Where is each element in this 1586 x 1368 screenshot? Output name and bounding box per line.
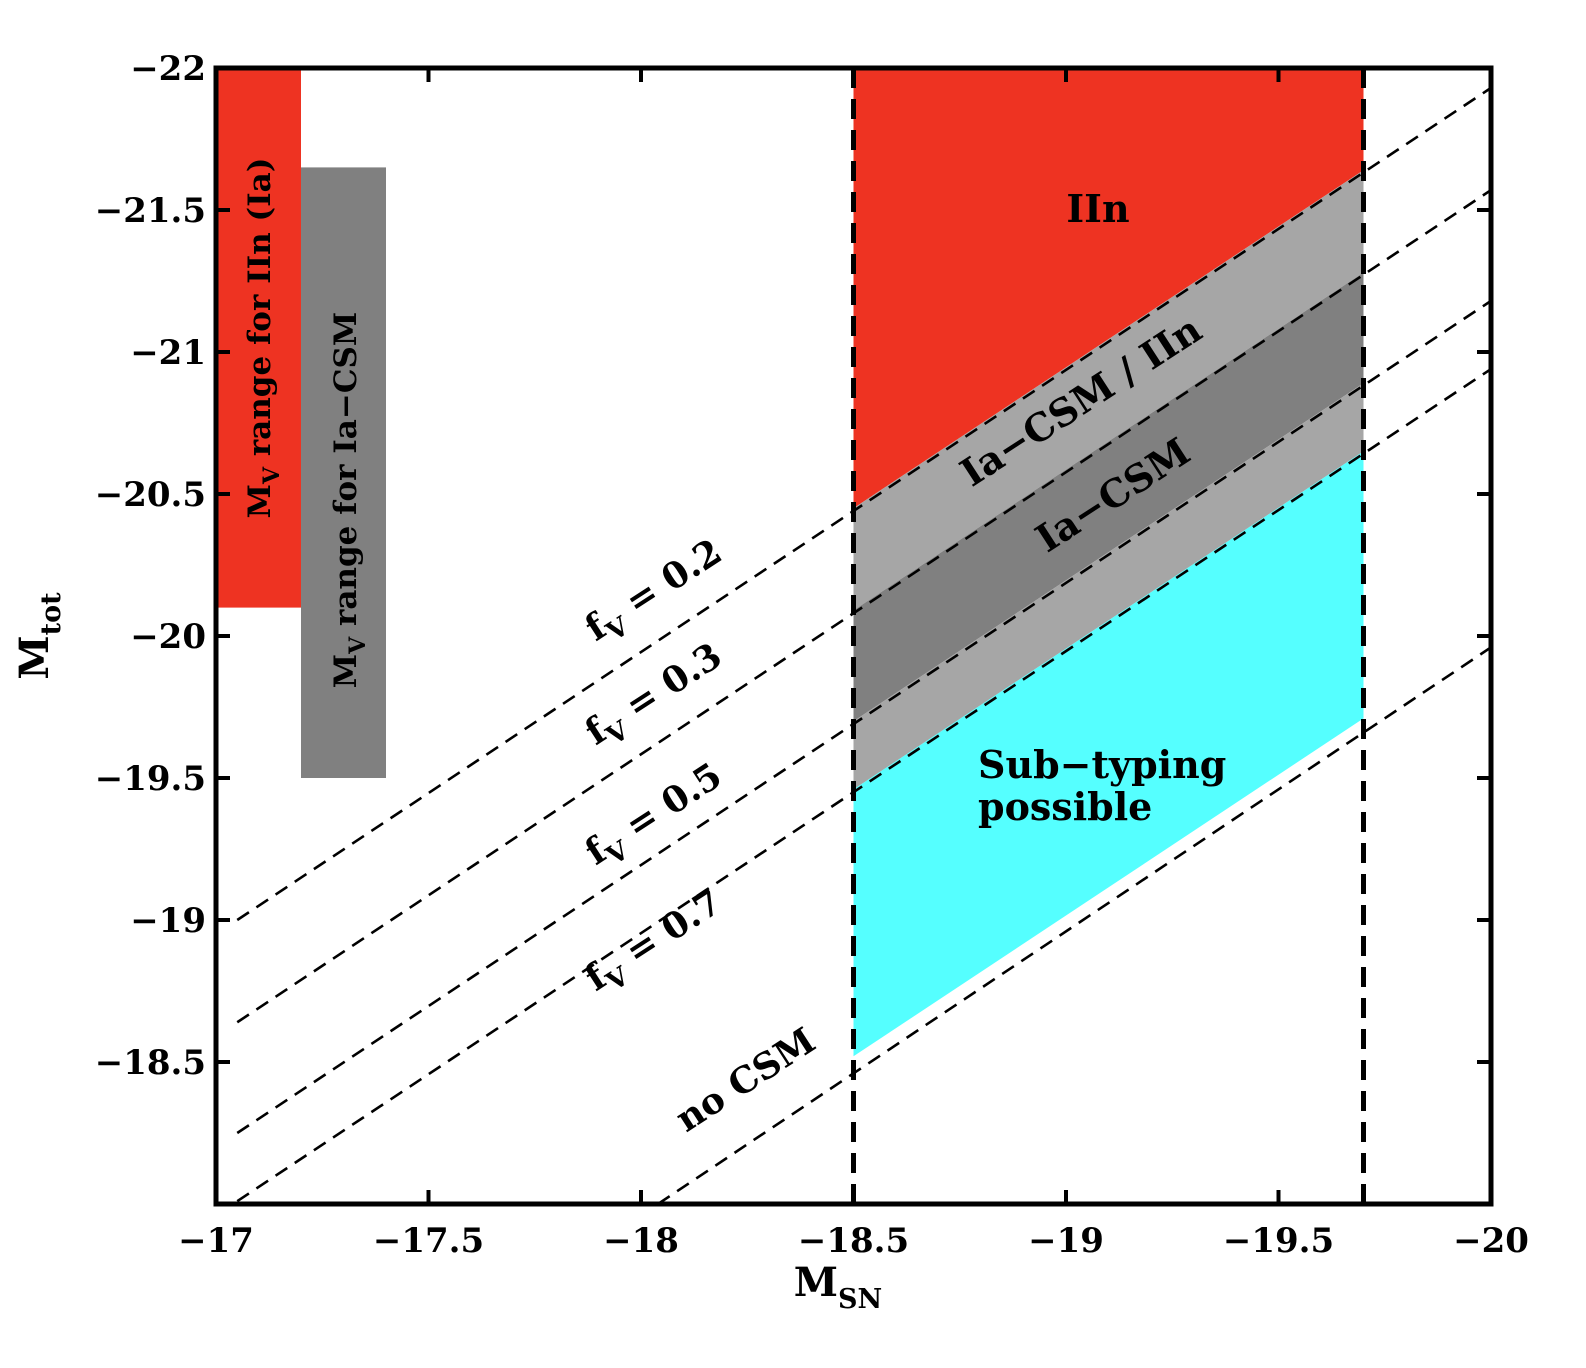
x-tick-label: −20 [1453, 1221, 1529, 1261]
range-bar-label-1: MV range for IIn (Ia) [242, 158, 285, 519]
dashed-line-1 [236, 86, 1491, 922]
region-label-iin: IIn [1066, 186, 1129, 231]
regions-layer [853, 68, 1364, 1057]
y-tick-label: −18.5 [95, 1043, 206, 1083]
line-label-3: fV = 0.5 [578, 755, 734, 881]
line-label-5: no CSM [668, 1020, 823, 1141]
x-axis-label-main: M [794, 1259, 838, 1306]
dashed-line-3 [236, 299, 1491, 1135]
region-iin [853, 68, 1364, 509]
x-tick-label: −18 [603, 1221, 679, 1261]
region-ia-csm [853, 272, 1364, 722]
y-tick-label: −19.5 [95, 759, 206, 799]
dashed-lines-layer [236, 86, 1491, 1204]
y-tick-label: −20 [130, 617, 206, 657]
y-axis-label: Mtot [11, 592, 67, 680]
vertical-lines-layer [851, 68, 1366, 1204]
range-bars-layer [216, 68, 386, 778]
y-tick-label: −19 [130, 901, 206, 941]
dashed-line-5 [657, 646, 1491, 1204]
range-bar-2 [301, 167, 386, 778]
region-sub-typing-possible [853, 451, 1364, 1057]
y-tick-label: −20.5 [95, 475, 206, 515]
y-axis-label-sub: tot [36, 592, 67, 635]
region-ia-csm-iin [853, 170, 1364, 611]
y-tick-label: −22 [130, 49, 206, 89]
line-label-1: fV = 0.2 [578, 531, 734, 657]
x-axis-label: MSN [794, 1259, 882, 1315]
x-axis-label-sub: SN [838, 1284, 882, 1315]
line-label-4: fV = 0.7 [578, 881, 734, 1007]
x-tick-label: −17 [178, 1221, 254, 1261]
line-label-2: fV = 0.3 [578, 635, 734, 761]
dashed-line-4 [236, 367, 1491, 1203]
x-tick-label: −18.5 [798, 1221, 909, 1261]
region-ia-csm-lower [853, 383, 1364, 790]
region-label-subtyping-line1: Sub−typing [978, 742, 1226, 787]
y-tick-label: −21.5 [95, 191, 206, 231]
dashed-line-2 [236, 189, 1491, 1024]
range-bar-1 [216, 68, 301, 608]
axes-frame-layer [213, 65, 1494, 1207]
region-label-subtyping-line2: possible [978, 784, 1152, 829]
y-tick-label: −21 [130, 333, 206, 373]
y-axis-label-main: M [11, 635, 58, 679]
x-tick-label: −17.5 [373, 1221, 484, 1261]
x-tick-label: −19 [1028, 1221, 1104, 1261]
x-tick-label: −19.5 [1223, 1221, 1334, 1261]
range-bar-label-2: MV range for Ia−CSM [328, 312, 371, 688]
